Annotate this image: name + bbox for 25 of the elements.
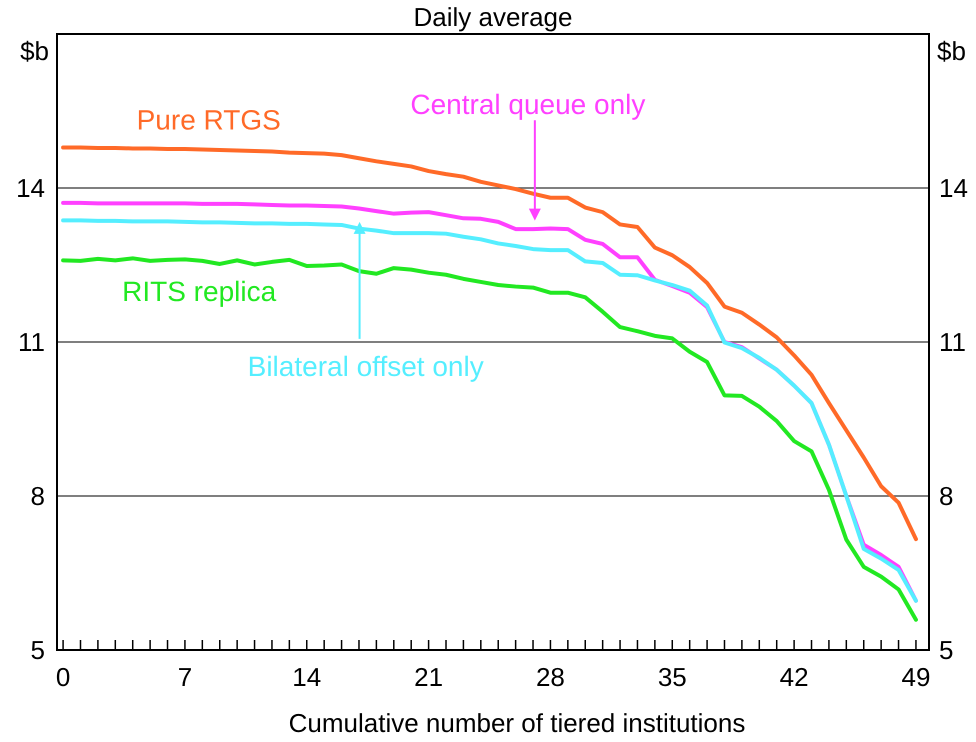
chart-title: Daily average: [414, 2, 572, 32]
text: Central queue only: [410, 89, 646, 120]
series-label: Pure RTGS: [136, 104, 281, 136]
x-tick-label: 42: [780, 662, 809, 692]
y2-tick-label: 8: [939, 481, 954, 511]
y-tick-label: 8: [30, 481, 45, 511]
x-tick-label: 35: [658, 662, 687, 692]
series-label: RITS replica: [122, 276, 277, 307]
x-tick-label: 0: [56, 662, 70, 692]
y2-tick-label: 11: [939, 327, 966, 357]
y2-tick-label: 14: [939, 173, 968, 203]
x-axis-title: Cumulative number of tiered institutions: [288, 708, 746, 738]
y-axis-title: $b: [20, 36, 49, 66]
x-tick-label: 49: [901, 662, 930, 692]
y-tick-label: 14: [16, 173, 45, 203]
x-tick-label: 28: [536, 662, 565, 692]
x-tick-label: 21: [414, 662, 444, 692]
y-tick-label: 5: [30, 635, 45, 665]
y2-axis-title: $b: [937, 36, 966, 66]
line-series: [61, 145, 918, 542]
x-tick-label: 14: [292, 662, 322, 692]
x-tick-label: 7: [178, 662, 192, 692]
y2-tick-label: 5: [939, 635, 954, 665]
text: Bilateral offset only: [248, 351, 484, 382]
y-tick-label: 11: [18, 327, 45, 357]
